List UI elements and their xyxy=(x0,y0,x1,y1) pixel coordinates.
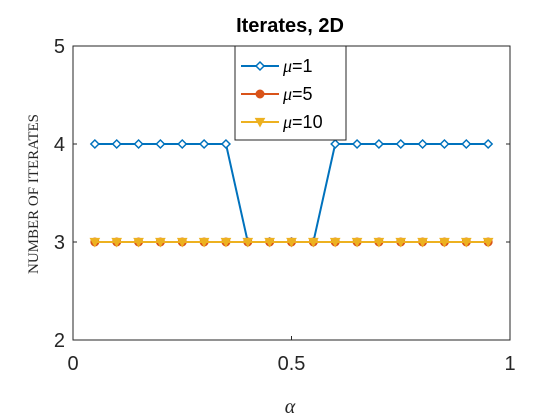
data-point xyxy=(308,237,319,248)
data-point xyxy=(176,237,188,248)
data-point xyxy=(439,138,450,150)
legend-label-value: =1 xyxy=(292,56,313,76)
data-point xyxy=(155,138,166,150)
data-point xyxy=(133,237,144,248)
legend-label: μ=5 xyxy=(282,84,313,104)
x-tick-label: 0.5 xyxy=(278,353,306,375)
data-point xyxy=(483,138,494,150)
data-point xyxy=(220,237,232,248)
data-point xyxy=(177,138,188,150)
data-point xyxy=(395,138,406,150)
legend-label: μ=10 xyxy=(282,112,323,132)
data-point xyxy=(155,237,166,248)
series-3 xyxy=(89,237,494,248)
legend-label-value: =5 xyxy=(292,84,313,104)
data-point xyxy=(482,237,494,248)
data-point xyxy=(133,138,144,150)
y-tick-label: 2 xyxy=(54,330,65,352)
data-point xyxy=(417,237,428,248)
data-point xyxy=(264,237,275,248)
data-point xyxy=(330,138,341,150)
chart-title: Iterates, 2D xyxy=(236,15,344,37)
legend-item: μ=10 xyxy=(241,112,323,132)
data-point xyxy=(460,237,472,248)
data-point xyxy=(286,237,297,248)
data-point xyxy=(417,138,428,150)
legend-label: μ=1 xyxy=(282,56,313,76)
legend: μ=1μ=5μ=10 xyxy=(234,45,347,141)
x-tick-label: 1 xyxy=(504,353,515,375)
data-point xyxy=(373,138,384,150)
tick-labels-group: 0 0.5 1 2 3 4 5 xyxy=(54,36,516,375)
legend-item: μ=1 xyxy=(241,56,313,76)
legend-label-symbol: μ xyxy=(282,112,292,132)
legend-marker xyxy=(254,60,266,72)
legend-marker xyxy=(255,89,265,99)
data-point xyxy=(373,237,385,248)
data-point xyxy=(111,138,122,150)
x-axis-label: α xyxy=(285,396,296,418)
data-point xyxy=(198,237,210,248)
data-point xyxy=(242,237,254,248)
data-point xyxy=(89,237,101,248)
legend-item: μ=5 xyxy=(241,84,313,104)
data-series-group xyxy=(89,138,494,248)
data-point xyxy=(89,138,100,150)
y-axis-label: NUMBER OF ITERATES xyxy=(26,114,42,274)
data-point xyxy=(461,138,472,150)
data-point xyxy=(111,237,123,248)
data-point xyxy=(351,138,363,150)
data-point xyxy=(351,237,363,248)
legend-label-symbol: μ xyxy=(282,56,292,76)
data-point xyxy=(395,237,407,248)
legend-label-value: =10 xyxy=(292,112,323,132)
data-point xyxy=(220,138,232,150)
legend-marker xyxy=(254,117,266,128)
data-point xyxy=(329,237,341,248)
data-point xyxy=(199,138,210,150)
data-point xyxy=(439,237,450,248)
legend-label-symbol: μ xyxy=(282,84,292,104)
y-tick-label: 5 xyxy=(54,36,65,58)
x-tick-label: 0 xyxy=(67,353,78,375)
y-tick-label: 3 xyxy=(54,232,65,254)
y-tick-label: 4 xyxy=(54,134,65,156)
